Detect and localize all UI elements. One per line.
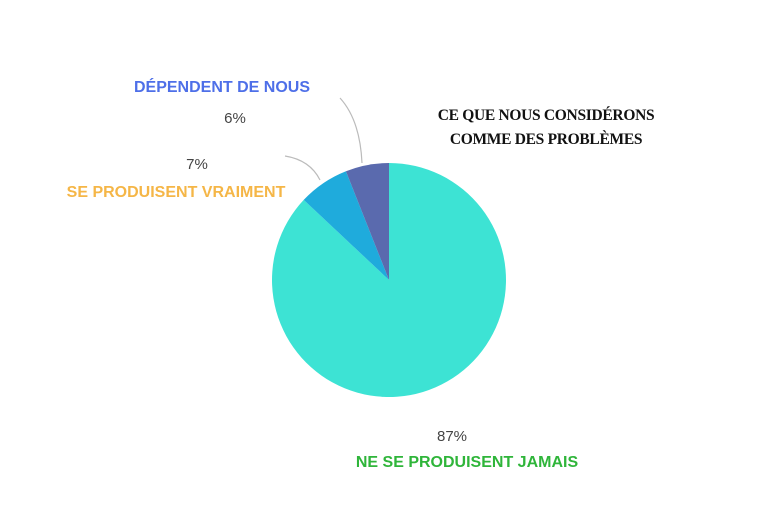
leader-line	[339, 97, 363, 164]
value-label: 87%	[437, 428, 467, 445]
leader-line	[284, 155, 321, 181]
category-label: NE SE PRODUISENT JAMAIS	[356, 454, 579, 471]
chart-title: CE QUE NOUS CONSIDÉRONS COMME DES PROBLÈ…	[437, 107, 655, 148]
category-label: SE PRODUISENT VRAIMENT	[67, 184, 286, 201]
value-label: 7%	[186, 156, 208, 173]
pie-slice	[303, 171, 389, 280]
category-label: DÉPENDENT DE NOUS	[134, 77, 310, 96]
value-label: 6%	[224, 110, 246, 127]
pie-slice	[345, 163, 389, 280]
